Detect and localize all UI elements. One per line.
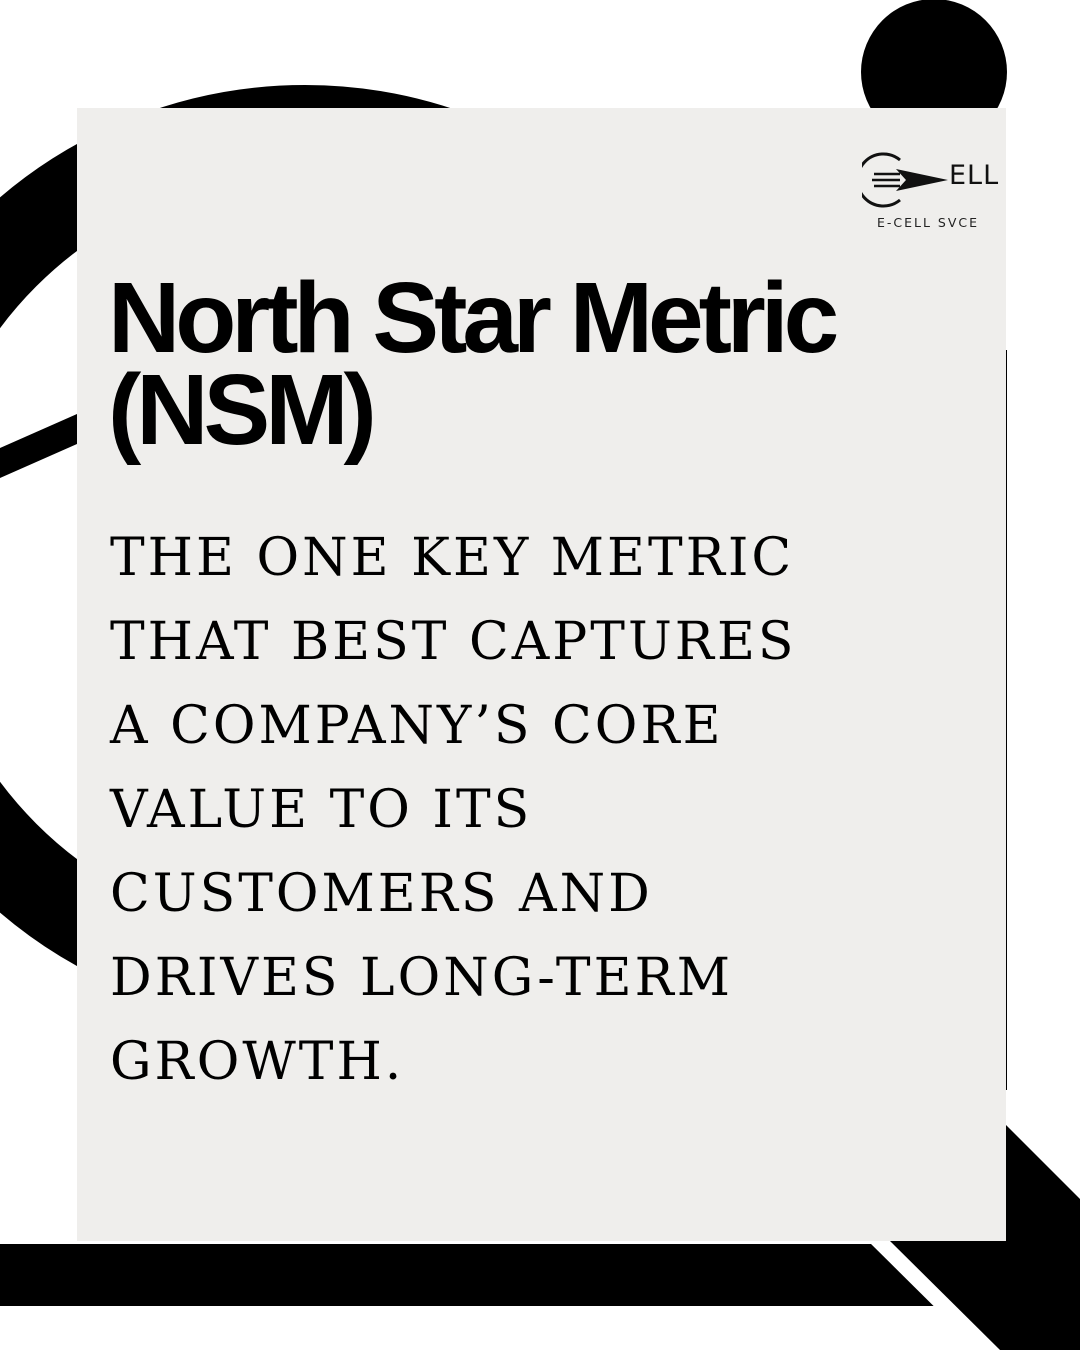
right-edge-line-shape xyxy=(1005,350,1007,1090)
title-line: (NSM) xyxy=(108,354,377,466)
definition-line: DRIVES LONG-TERM xyxy=(110,948,733,1008)
definition-line: A COMPANY’S CORE xyxy=(110,696,724,756)
definition-text: THE ONE KEY METRIC THAT BEST CAPTURES A … xyxy=(110,516,990,1104)
definition-line: THE ONE KEY METRIC xyxy=(110,528,795,588)
logo-wordmark: ELL xyxy=(949,160,1000,191)
ecell-logo: ELL E-CELL SVCE xyxy=(858,148,998,238)
definition-line: THAT BEST CAPTURES xyxy=(110,612,797,672)
logo-caption: E-CELL SVCE xyxy=(876,215,980,230)
page-title: North Star Metric (NSM) xyxy=(108,262,998,466)
diagonal-gap-shape xyxy=(868,1241,1000,1350)
definition-line: CUSTOMERS AND xyxy=(110,864,653,924)
ecell-arrow-icon xyxy=(862,152,948,208)
title-line: North Star Metric xyxy=(108,262,839,374)
definition-line: VALUE TO ITS xyxy=(110,780,533,840)
definition-line: GROWTH. xyxy=(110,1032,405,1092)
content-card xyxy=(77,108,1006,1241)
